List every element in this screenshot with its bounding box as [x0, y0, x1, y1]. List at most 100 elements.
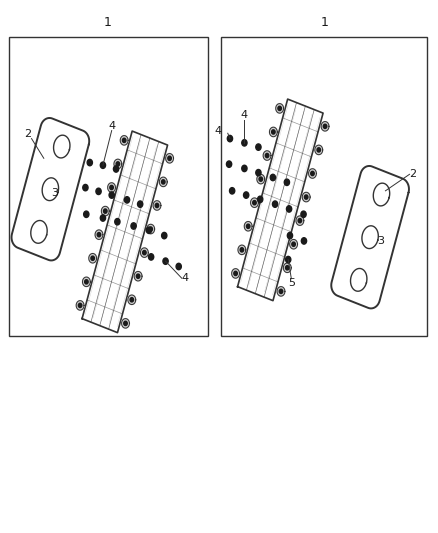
- Polygon shape: [263, 151, 271, 160]
- Circle shape: [87, 159, 92, 166]
- Circle shape: [131, 223, 136, 229]
- Text: 1: 1: [320, 17, 328, 29]
- Polygon shape: [82, 277, 90, 287]
- Circle shape: [258, 196, 263, 203]
- Circle shape: [85, 280, 88, 284]
- Circle shape: [168, 156, 171, 160]
- Circle shape: [317, 148, 321, 152]
- Text: 5: 5: [288, 278, 295, 288]
- Polygon shape: [108, 183, 116, 192]
- Circle shape: [146, 227, 152, 233]
- Polygon shape: [309, 169, 316, 178]
- Circle shape: [124, 197, 130, 203]
- Polygon shape: [89, 254, 97, 263]
- Circle shape: [286, 256, 291, 263]
- Circle shape: [253, 200, 256, 205]
- Polygon shape: [95, 230, 103, 239]
- Circle shape: [230, 188, 235, 194]
- Circle shape: [143, 251, 146, 255]
- Polygon shape: [141, 248, 148, 257]
- Polygon shape: [153, 201, 161, 210]
- Circle shape: [149, 227, 152, 231]
- Circle shape: [91, 256, 95, 261]
- Circle shape: [96, 188, 101, 195]
- Text: 1: 1: [103, 17, 111, 29]
- Text: 4: 4: [182, 273, 189, 283]
- Circle shape: [115, 219, 120, 225]
- Circle shape: [110, 185, 113, 190]
- Text: 3: 3: [52, 188, 59, 198]
- Polygon shape: [277, 287, 285, 296]
- Polygon shape: [76, 301, 84, 310]
- Circle shape: [113, 166, 119, 172]
- Polygon shape: [147, 224, 155, 234]
- Circle shape: [256, 144, 261, 150]
- Text: 2: 2: [410, 169, 417, 179]
- Circle shape: [301, 238, 307, 244]
- Circle shape: [286, 206, 292, 212]
- Polygon shape: [315, 145, 323, 155]
- Circle shape: [286, 265, 289, 270]
- Polygon shape: [244, 222, 252, 231]
- Circle shape: [136, 274, 140, 278]
- Circle shape: [265, 154, 269, 158]
- Polygon shape: [122, 319, 130, 328]
- Circle shape: [84, 211, 89, 217]
- Circle shape: [124, 321, 127, 326]
- Circle shape: [272, 130, 275, 134]
- Circle shape: [323, 124, 327, 128]
- Circle shape: [242, 165, 247, 172]
- Circle shape: [227, 135, 233, 142]
- Circle shape: [100, 162, 106, 168]
- Circle shape: [122, 138, 126, 142]
- Polygon shape: [166, 154, 173, 163]
- Polygon shape: [290, 239, 297, 249]
- Text: 3: 3: [378, 236, 385, 246]
- Circle shape: [272, 201, 278, 207]
- Polygon shape: [114, 159, 122, 169]
- Polygon shape: [257, 174, 265, 184]
- Circle shape: [256, 169, 261, 176]
- Circle shape: [284, 179, 290, 185]
- Circle shape: [287, 232, 293, 239]
- Circle shape: [103, 209, 107, 213]
- Polygon shape: [101, 206, 109, 216]
- Circle shape: [130, 297, 134, 302]
- Circle shape: [155, 203, 159, 207]
- Polygon shape: [134, 271, 142, 281]
- Text: 2: 2: [25, 128, 32, 139]
- Bar: [9, 37, 208, 336]
- Circle shape: [226, 161, 232, 167]
- Circle shape: [301, 211, 306, 217]
- Circle shape: [244, 192, 249, 198]
- Polygon shape: [276, 103, 283, 113]
- Circle shape: [311, 171, 314, 175]
- Circle shape: [97, 232, 101, 237]
- Circle shape: [138, 201, 143, 207]
- Circle shape: [304, 195, 308, 199]
- Polygon shape: [269, 127, 277, 137]
- Circle shape: [247, 224, 250, 229]
- Polygon shape: [302, 192, 310, 202]
- Bar: [221, 37, 427, 336]
- Circle shape: [292, 242, 295, 246]
- Polygon shape: [159, 177, 167, 187]
- Circle shape: [78, 303, 82, 308]
- Circle shape: [240, 248, 244, 252]
- Circle shape: [116, 162, 120, 166]
- Circle shape: [163, 258, 168, 264]
- Circle shape: [83, 184, 88, 191]
- Circle shape: [234, 271, 237, 276]
- Polygon shape: [128, 295, 136, 304]
- Polygon shape: [283, 263, 291, 272]
- Circle shape: [242, 140, 247, 146]
- Circle shape: [176, 263, 181, 270]
- Circle shape: [162, 232, 167, 239]
- Circle shape: [259, 177, 262, 181]
- Polygon shape: [120, 135, 128, 145]
- Circle shape: [279, 289, 283, 294]
- Polygon shape: [238, 245, 246, 255]
- Polygon shape: [296, 216, 304, 225]
- Text: 4: 4: [241, 110, 248, 120]
- Circle shape: [278, 106, 281, 110]
